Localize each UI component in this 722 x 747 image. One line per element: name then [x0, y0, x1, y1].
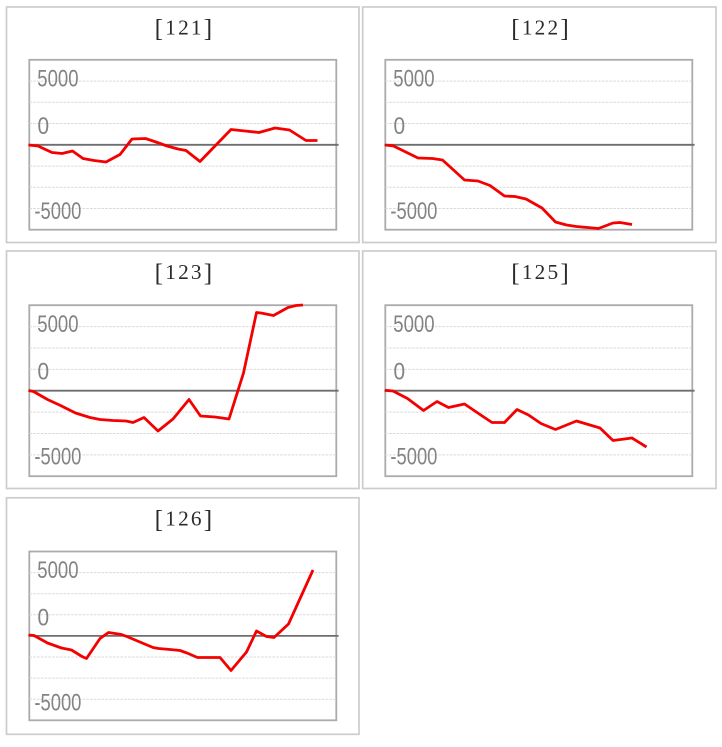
- svg-text:-5000: -5000: [34, 690, 81, 717]
- svg-text:-5000: -5000: [34, 443, 81, 470]
- svg-text:5000: 5000: [393, 66, 434, 93]
- svg-text:[123]: [123]: [155, 260, 215, 287]
- svg-text:5000: 5000: [37, 557, 78, 584]
- svg-text:[125]: [125]: [511, 260, 571, 287]
- svg-text:0: 0: [38, 358, 50, 385]
- svg-text:-5000: -5000: [34, 198, 81, 225]
- svg-text:0: 0: [38, 113, 50, 140]
- svg-text:0: 0: [394, 113, 406, 140]
- svg-text:5000: 5000: [37, 66, 78, 93]
- svg-text:0: 0: [394, 358, 406, 385]
- svg-text:0: 0: [38, 605, 50, 632]
- svg-text:[122]: [122]: [511, 16, 571, 43]
- svg-text:-5000: -5000: [390, 198, 437, 225]
- svg-text:[121]: [121]: [155, 16, 215, 43]
- svg-text:-5000: -5000: [390, 443, 437, 470]
- svg-text:5000: 5000: [37, 311, 78, 338]
- svg-text:[126]: [126]: [155, 507, 215, 534]
- svg-text:5000: 5000: [393, 311, 434, 338]
